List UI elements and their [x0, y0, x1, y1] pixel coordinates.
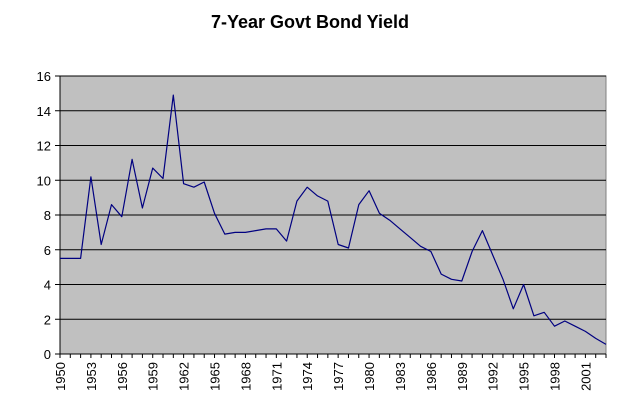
plot-area: [59, 75, 607, 355]
x-tick-label-1995: 1995: [517, 362, 532, 391]
x-tick-label-1962: 1962: [177, 362, 192, 391]
x-tick-label-1986: 1986: [424, 362, 439, 391]
series-line-0: [60, 94, 607, 345]
x-tick-label-1977: 1977: [331, 362, 346, 391]
x-tick-label-1965: 1965: [208, 362, 223, 391]
y-tick-label-0: 0: [44, 347, 51, 362]
y-tick-label-10: 10: [37, 173, 51, 188]
x-tick-label-1992: 1992: [486, 362, 501, 391]
x-tick-label-1983: 1983: [393, 362, 408, 391]
x-tick-label-1989: 1989: [455, 362, 470, 391]
x-tick-label-1953: 1953: [84, 362, 99, 391]
x-tick-label-1959: 1959: [146, 362, 161, 391]
y-tick-label-8: 8: [44, 208, 51, 223]
y-tick-label-14: 14: [37, 104, 51, 119]
series-layer: [60, 94, 607, 345]
axes: 0 2 4 6 8 10 12 14 16 1950 1953 1956 1959 1962 1965 196…: [37, 69, 607, 391]
x-tick-label-2001: 2001: [578, 362, 593, 391]
y-tick-label-16: 16: [37, 69, 51, 84]
x-tick-label-1968: 1968: [238, 362, 253, 391]
x-tick-label-1950: 1950: [53, 362, 68, 391]
y-tick-label-4: 4: [44, 278, 51, 293]
x-tick-label-1971: 1971: [269, 362, 284, 391]
x-tick-label-1998: 1998: [547, 362, 562, 391]
y-tick-label-6: 6: [44, 243, 51, 258]
y-tick-label-12: 12: [37, 139, 51, 154]
x-tick-label-1980: 1980: [362, 362, 377, 391]
y-tick-label-2: 2: [44, 312, 51, 327]
chart-title: 7-Year Govt Bond Yield: [211, 12, 409, 32]
x-tick-label-1974: 1974: [300, 362, 315, 391]
x-tick-label-1956: 1956: [115, 362, 130, 391]
